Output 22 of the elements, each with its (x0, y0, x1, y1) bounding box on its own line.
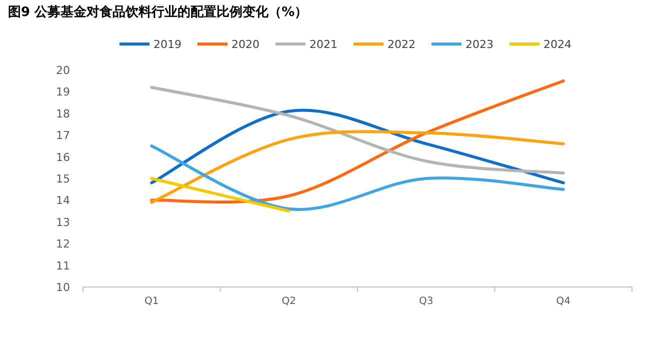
y-tick-label: 20 (56, 64, 70, 77)
y-tick-label: 14 (56, 194, 70, 208)
x-tick-label: Q2 (282, 296, 296, 307)
y-tick-label: 16 (56, 150, 70, 164)
y-tick-label: 15 (56, 172, 70, 186)
legend-label: 2021 (310, 38, 338, 51)
y-tick-label: 12 (56, 238, 70, 251)
legend-label: 2023 (466, 38, 494, 51)
x-tick-label: Q4 (556, 296, 570, 307)
y-tick-label: 13 (56, 216, 70, 229)
chart-title: 图9 公募基金对食品饮料行业的配置比例变化（%） (8, 4, 308, 20)
y-tick-label: 19 (56, 86, 70, 99)
y-tick-label: 17 (56, 129, 70, 142)
legend-label: 2022 (388, 38, 416, 51)
y-tick-label: 18 (56, 107, 70, 120)
y-tick-label: 10 (56, 281, 70, 294)
legend-label: 2024 (544, 38, 572, 51)
legend-label: 2020 (232, 38, 260, 51)
y-tick-label: 11 (56, 259, 70, 272)
legend-label: 2019 (154, 38, 182, 51)
x-tick-label: Q1 (144, 296, 159, 307)
x-tick-label: Q3 (419, 296, 434, 307)
